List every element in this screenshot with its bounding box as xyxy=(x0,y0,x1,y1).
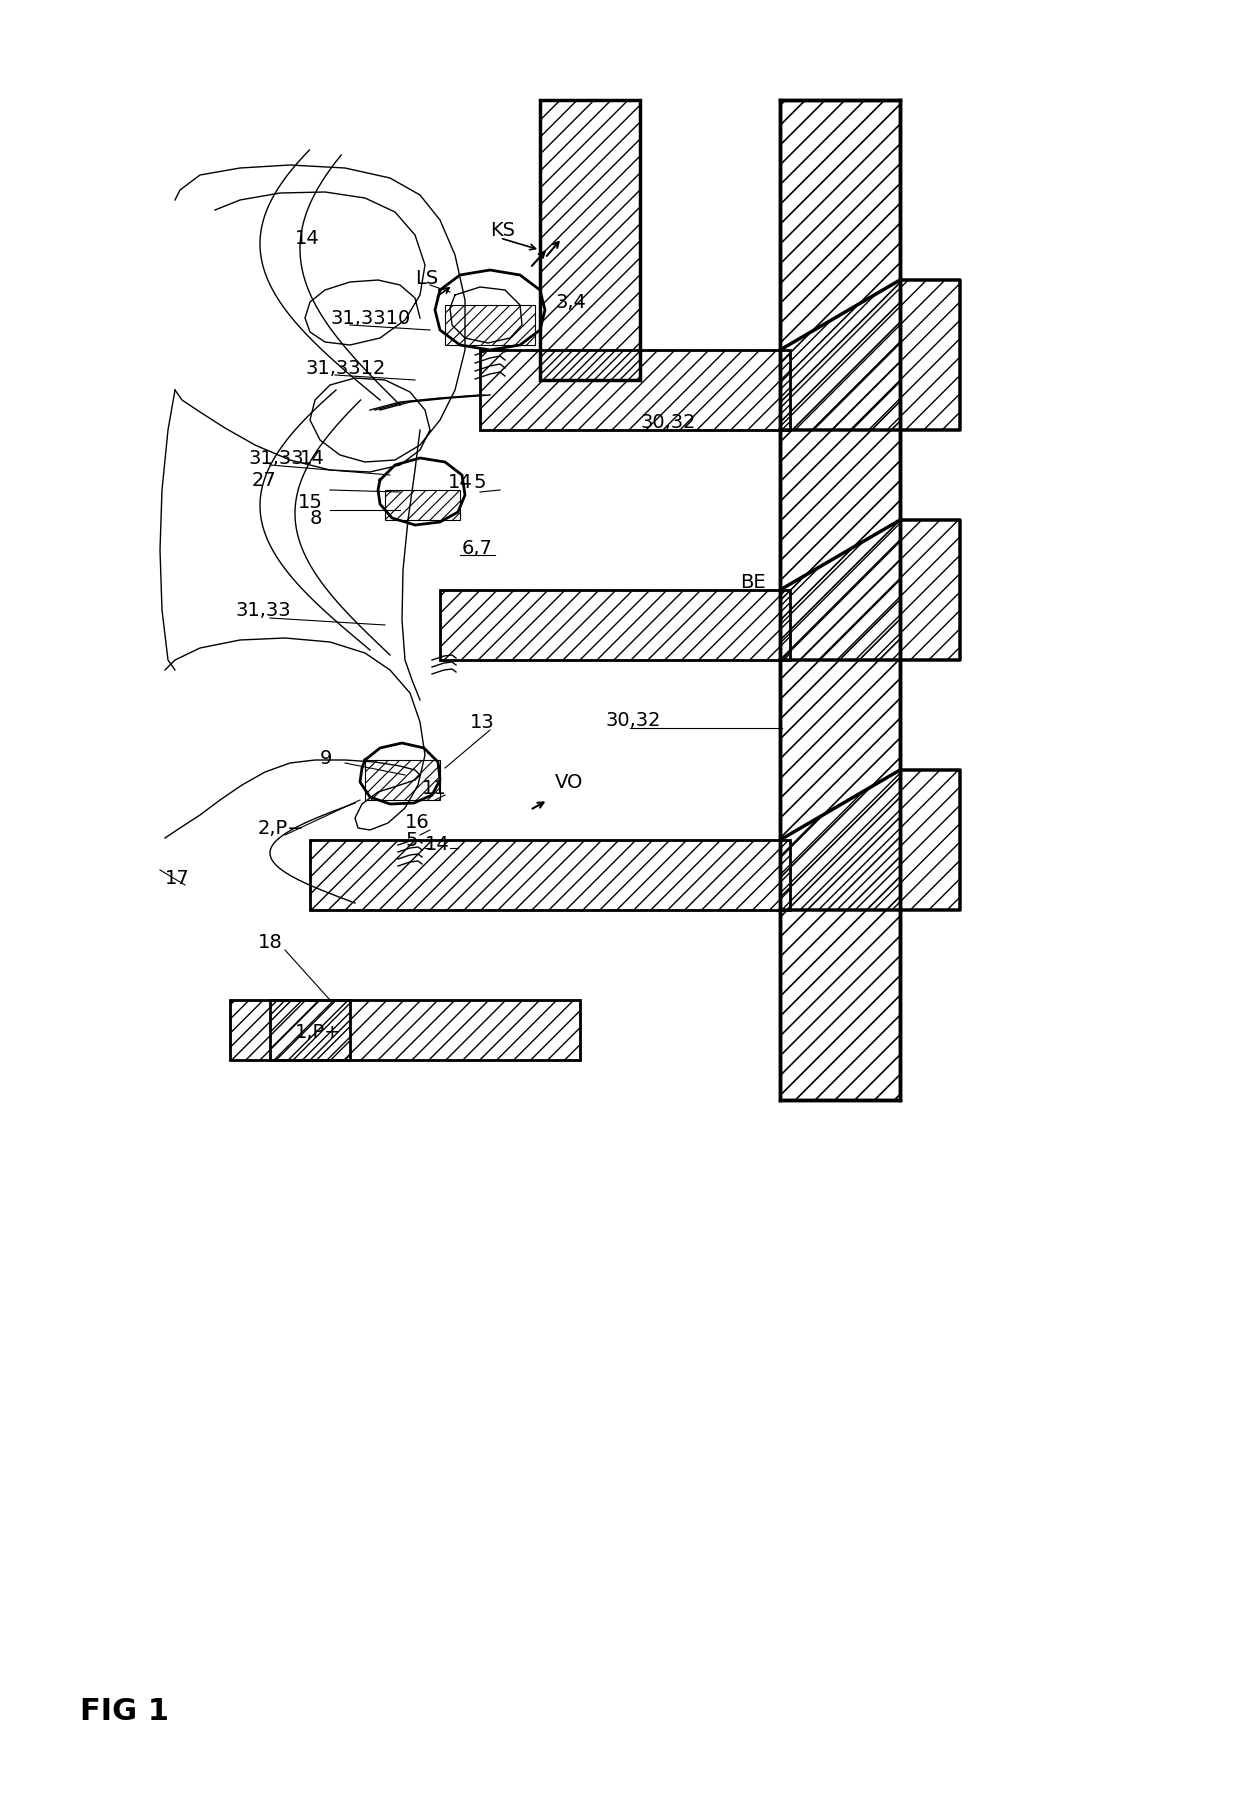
Text: 18: 18 xyxy=(258,933,283,951)
Polygon shape xyxy=(440,590,790,661)
Text: 31,3312: 31,3312 xyxy=(305,359,386,377)
Text: 30,32: 30,32 xyxy=(640,413,696,431)
Text: BE: BE xyxy=(740,572,765,592)
Text: 3,4: 3,4 xyxy=(556,292,585,312)
Text: LS: LS xyxy=(415,269,438,287)
Polygon shape xyxy=(780,520,960,661)
Text: 5: 5 xyxy=(405,830,418,850)
Text: KS: KS xyxy=(490,220,515,240)
Polygon shape xyxy=(780,99,900,1099)
Text: 27: 27 xyxy=(252,471,277,489)
Text: 30,32: 30,32 xyxy=(605,711,661,729)
Text: 6,7: 6,7 xyxy=(463,538,492,558)
Text: 14: 14 xyxy=(300,448,325,467)
Text: 11: 11 xyxy=(422,778,446,798)
Polygon shape xyxy=(270,1000,580,1060)
Polygon shape xyxy=(229,1000,350,1060)
Text: 14: 14 xyxy=(448,473,472,491)
Text: 15: 15 xyxy=(298,493,322,511)
Text: 2,P−: 2,P− xyxy=(258,818,305,838)
Polygon shape xyxy=(365,760,440,800)
Text: FIG 1: FIG 1 xyxy=(81,1697,169,1726)
Text: 8: 8 xyxy=(310,509,322,527)
Text: 5: 5 xyxy=(472,473,486,491)
Polygon shape xyxy=(780,771,960,910)
Text: 14: 14 xyxy=(425,836,450,854)
Polygon shape xyxy=(445,305,534,345)
Text: 16: 16 xyxy=(405,812,430,832)
Polygon shape xyxy=(384,489,460,520)
Text: 31,33: 31,33 xyxy=(236,601,290,619)
Text: 31,33: 31,33 xyxy=(248,448,304,467)
Text: 1,P+: 1,P+ xyxy=(295,1022,342,1041)
Text: 13: 13 xyxy=(470,713,495,731)
Text: VO: VO xyxy=(556,773,583,792)
Text: 9: 9 xyxy=(320,749,332,767)
Text: 31,3310: 31,3310 xyxy=(330,309,410,327)
Polygon shape xyxy=(539,99,640,381)
Text: 17: 17 xyxy=(165,868,190,888)
Polygon shape xyxy=(310,839,790,910)
Polygon shape xyxy=(780,280,960,430)
Text: 14: 14 xyxy=(295,229,320,247)
Polygon shape xyxy=(480,350,790,430)
